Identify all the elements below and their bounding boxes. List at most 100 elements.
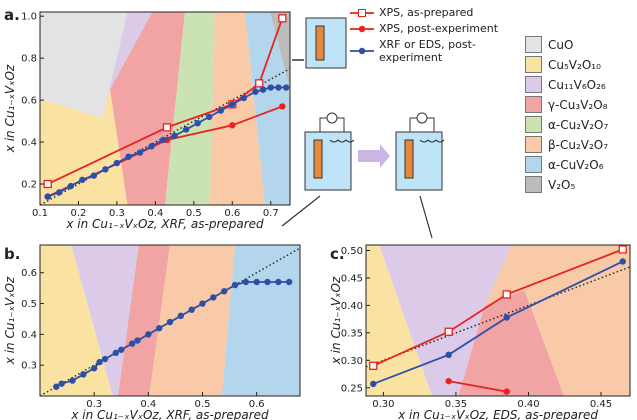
marker — [504, 314, 510, 320]
legend-label: α-CuV₂O₆ — [548, 158, 604, 172]
legend-item: V₂O₅ — [525, 176, 635, 193]
panel-label: c. — [330, 245, 345, 263]
marker — [206, 114, 212, 120]
marker — [264, 279, 270, 285]
legend-label: Cu₅V₂O₁₀ — [548, 58, 601, 72]
legend-item: CuO — [525, 36, 635, 53]
legend-label: XPS, as-prepared — [379, 6, 499, 19]
marker — [129, 340, 135, 346]
marker — [44, 181, 51, 188]
panel-label: a. — [4, 6, 20, 24]
legend-label: γ-Cu₃V₂O₈ — [548, 98, 608, 112]
marker — [91, 365, 97, 371]
marker — [56, 189, 62, 195]
marker — [445, 352, 451, 358]
legend-label: β-Cu₂V₂O₇ — [548, 138, 608, 152]
marker — [445, 328, 452, 335]
marker — [53, 384, 59, 390]
marker — [80, 371, 86, 377]
marker — [370, 362, 377, 369]
legend-symbol — [359, 25, 365, 31]
marker — [268, 84, 274, 90]
legend-item: α-CuV₂O₆ — [525, 156, 635, 173]
figure: 0.10.20.30.40.50.60.70.20.40.60.81.0x in… — [0, 0, 637, 420]
legend-swatch — [525, 116, 542, 133]
marker — [260, 86, 266, 92]
legend-label: CuO — [548, 38, 573, 52]
x-tick-label: 0.1 — [32, 208, 48, 219]
x-axis-label: x in Cu₁₋ₓVₓOz, XRF, as-prepared — [65, 217, 264, 231]
marker — [275, 84, 281, 90]
marker — [279, 103, 285, 109]
marker — [125, 154, 131, 160]
marker — [171, 133, 177, 139]
y-tick-label: 0.35 — [341, 328, 363, 339]
y-tick-label: 0.4 — [21, 138, 37, 149]
series-legend: XPS, as-preparedXPS, post-experimentXRF … — [350, 6, 520, 67]
marker — [79, 177, 85, 183]
marker — [188, 307, 194, 313]
marker — [210, 294, 216, 300]
marker — [253, 279, 259, 285]
legend-marker — [350, 45, 374, 57]
marker — [256, 80, 263, 87]
marker — [44, 193, 50, 199]
marker — [96, 359, 102, 365]
legend-swatch — [525, 96, 542, 113]
marker — [145, 331, 151, 337]
x-axis-label: x in Cu₁₋ₓVₓOz, XRF, as-prepared — [70, 408, 269, 420]
marker — [102, 356, 108, 362]
legend-label: V₂O₅ — [548, 178, 575, 192]
marker — [252, 89, 258, 95]
marker — [221, 288, 227, 294]
marker — [134, 337, 140, 343]
marker — [102, 166, 108, 172]
legend-swatch — [525, 156, 542, 173]
marker — [275, 279, 281, 285]
marker — [229, 101, 235, 107]
legend-swatch — [525, 176, 542, 193]
y-tick-label: 1.0 — [21, 12, 37, 23]
marker — [445, 378, 451, 384]
legend-label: XPS, post-experiment — [379, 22, 499, 35]
legend-item: Cu₅V₂O₁₀ — [525, 56, 635, 73]
marker — [370, 381, 376, 387]
y-tick-label: 0.6 — [21, 96, 37, 107]
x-axis-label: x in Cu₁₋ₓVₓOz, EDS, as-prepared — [397, 408, 598, 420]
marker — [163, 124, 170, 131]
legend-swatch — [525, 136, 542, 153]
marker — [241, 95, 247, 101]
marker — [156, 325, 162, 331]
marker — [503, 291, 510, 298]
x-tick-label: 0.7 — [263, 208, 279, 219]
legend-symbol — [359, 9, 366, 16]
x-tick-label: 0.30 — [372, 399, 394, 410]
y-tick-label: 0.30 — [341, 356, 363, 367]
marker — [283, 84, 289, 90]
marker — [114, 160, 120, 166]
marker — [218, 107, 224, 113]
y-tick-label: 0.3 — [21, 361, 37, 372]
phase-legend: CuO Cu₅V₂O₁₀ Cu₁₁V₆O₂₆ γ-Cu₃V₂O₈ α-Cu₂V₂O₇ β-… — [525, 36, 635, 196]
marker — [194, 120, 200, 126]
panel-label: b. — [4, 245, 20, 263]
marker — [620, 258, 626, 264]
marker — [504, 388, 510, 394]
y-tick-label: 0.40 — [341, 301, 363, 312]
marker — [232, 282, 238, 288]
marker — [183, 126, 189, 132]
marker — [229, 122, 235, 128]
legend-label: Cu₁₁V₆O₂₆ — [548, 78, 606, 92]
marker — [199, 300, 205, 306]
marker — [160, 137, 166, 143]
legend-item: γ-Cu₃V₂O₈ — [525, 96, 635, 113]
marker — [243, 279, 249, 285]
marker — [69, 377, 75, 383]
marker — [137, 149, 143, 155]
legend-item: α-Cu₂V₂O₇ — [525, 116, 635, 133]
y-axis-label: x in Cu₁₋ₓVₓOz — [3, 64, 17, 153]
marker — [279, 15, 286, 22]
legend-symbol — [359, 48, 365, 54]
legend-marker — [350, 23, 374, 35]
legend-marker — [350, 7, 374, 19]
